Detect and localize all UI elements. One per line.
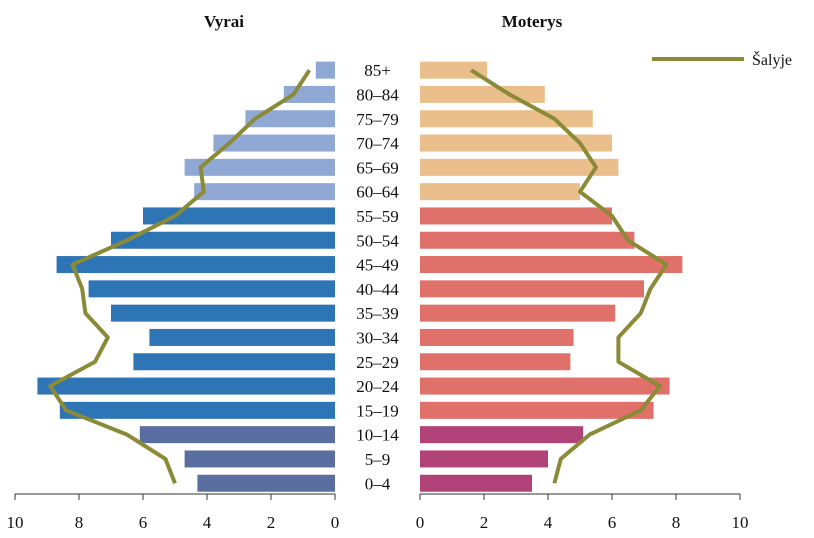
bar-vyrai-6 bbox=[149, 329, 335, 346]
age-label-15: 75–79 bbox=[356, 110, 399, 129]
bar-moterys-11 bbox=[420, 207, 612, 224]
bar-vyrai-17 bbox=[316, 62, 335, 79]
age-label-13: 65–69 bbox=[356, 158, 399, 177]
bar-vyrai-0 bbox=[197, 475, 335, 492]
country-lines bbox=[50, 70, 666, 483]
bar-vyrai-15 bbox=[245, 110, 335, 127]
bar-vyrai-5 bbox=[133, 353, 335, 370]
bar-moterys-6 bbox=[420, 329, 574, 346]
age-label-4: 20–24 bbox=[356, 377, 399, 396]
male-bars bbox=[37, 62, 335, 492]
bar-vyrai-7 bbox=[111, 305, 335, 322]
age-label-17: 85+ bbox=[364, 61, 391, 80]
bar-moterys-16 bbox=[420, 86, 545, 103]
female-bars bbox=[420, 62, 682, 492]
tick-label-vyrai-4: 2 bbox=[267, 513, 276, 532]
bar-vyrai-10 bbox=[111, 232, 335, 249]
bar-vyrai-3 bbox=[60, 402, 335, 419]
bar-moterys-3 bbox=[420, 402, 654, 419]
bar-vyrai-9 bbox=[57, 256, 335, 273]
age-label-3: 15–19 bbox=[356, 401, 399, 420]
tick-label-vyrai-0: 10 bbox=[7, 513, 24, 532]
age-label-7: 35–39 bbox=[356, 304, 399, 323]
bar-moterys-0 bbox=[420, 475, 532, 492]
x-axis-vyrai: 10 8 6 4 2 0 bbox=[7, 494, 340, 532]
legend-label-salyje: Šalyje bbox=[752, 50, 792, 69]
bar-moterys-5 bbox=[420, 353, 570, 370]
age-label-8: 40–44 bbox=[356, 280, 399, 299]
tick-label-vyrai-3: 4 bbox=[203, 513, 212, 532]
age-label-11: 55–59 bbox=[356, 207, 399, 226]
tick-label-moterys-1: 2 bbox=[480, 513, 489, 532]
age-label-1: 5–9 bbox=[365, 450, 391, 469]
panel-title-moterys: Moterys bbox=[502, 12, 563, 31]
tick-label-moterys-4: 8 bbox=[672, 513, 681, 532]
tick-label-vyrai-5: 0 bbox=[331, 513, 340, 532]
bar-moterys-15 bbox=[420, 110, 593, 127]
tick-label-moterys-0: 0 bbox=[416, 513, 425, 532]
bar-moterys-7 bbox=[420, 305, 615, 322]
tick-label-moterys-2: 4 bbox=[544, 513, 553, 532]
age-label-10: 50–54 bbox=[356, 231, 399, 250]
bar-vyrai-12 bbox=[194, 183, 335, 200]
bar-moterys-13 bbox=[420, 159, 618, 176]
age-label-12: 60–64 bbox=[356, 183, 399, 202]
bar-moterys-10 bbox=[420, 232, 634, 249]
age-label-14: 70–74 bbox=[356, 134, 399, 153]
bar-vyrai-1 bbox=[185, 450, 335, 467]
legend: Šalyje bbox=[652, 50, 792, 69]
tick-label-vyrai-1: 8 bbox=[75, 513, 84, 532]
age-group-labels: 0–4 5–9 10–14 15–19 20–24 25–29 30–34 35–39 40–4… bbox=[356, 61, 399, 493]
age-label-0: 0–4 bbox=[365, 474, 391, 493]
x-axis-moterys: 0 2 4 6 8 10 bbox=[416, 494, 749, 532]
bar-moterys-2 bbox=[420, 426, 583, 443]
age-label-5: 25–29 bbox=[356, 353, 399, 372]
bar-vyrai-8 bbox=[89, 280, 335, 297]
tick-label-moterys-3: 6 bbox=[608, 513, 617, 532]
country-line-vyrai bbox=[50, 70, 309, 483]
bar-vyrai-4 bbox=[37, 378, 335, 395]
age-label-2: 10–14 bbox=[356, 426, 399, 445]
age-label-16: 80–84 bbox=[356, 85, 399, 104]
age-label-9: 45–49 bbox=[356, 256, 399, 275]
bar-moterys-12 bbox=[420, 183, 580, 200]
bar-moterys-4 bbox=[420, 378, 670, 395]
bar-moterys-8 bbox=[420, 280, 644, 297]
age-label-6: 30–34 bbox=[356, 328, 399, 347]
bar-moterys-9 bbox=[420, 256, 682, 273]
country-line-moterys bbox=[471, 70, 666, 483]
panel-title-vyrai: Vyrai bbox=[204, 12, 244, 31]
bar-moterys-1 bbox=[420, 450, 548, 467]
tick-label-vyrai-2: 6 bbox=[139, 513, 148, 532]
bar-vyrai-2 bbox=[140, 426, 335, 443]
tick-label-moterys-5: 10 bbox=[732, 513, 749, 532]
